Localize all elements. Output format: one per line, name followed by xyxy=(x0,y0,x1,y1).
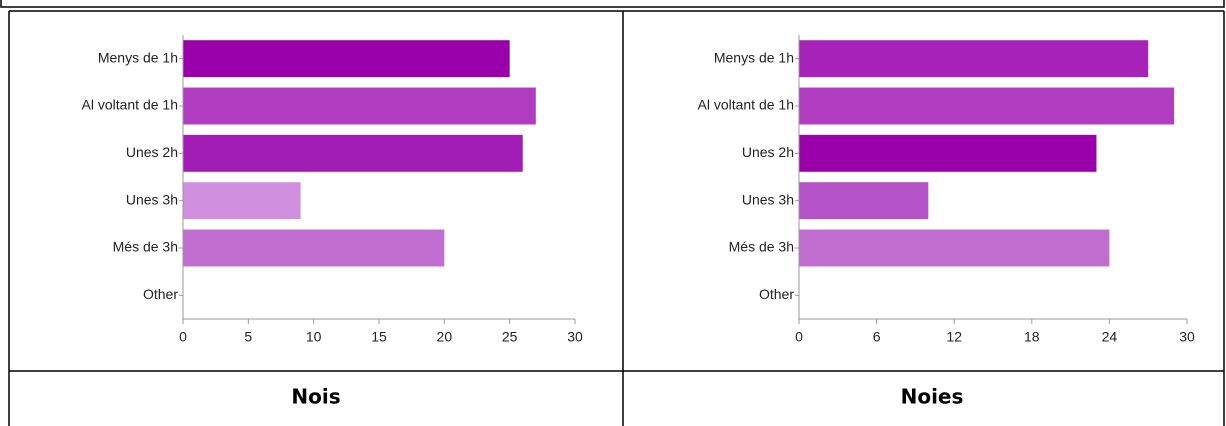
y-tick-label: Menys de 1h xyxy=(714,49,794,65)
y-tick-label: Unes 2h xyxy=(742,144,794,160)
y-tick-label: Més de 3h xyxy=(113,239,178,255)
top-frame xyxy=(0,0,1225,8)
bar xyxy=(183,134,523,172)
bar xyxy=(183,229,445,267)
bar xyxy=(799,229,1110,267)
y-tick-label: Menys de 1h xyxy=(98,49,178,65)
x-tick-label: 15 xyxy=(371,329,387,345)
x-tick-label: 5 xyxy=(244,329,252,345)
bar xyxy=(799,40,1149,78)
x-tick-label: 30 xyxy=(567,329,583,345)
y-tick-label: Unes 3h xyxy=(742,191,794,207)
x-tick-label: 24 xyxy=(1102,329,1118,345)
x-tick-label: 0 xyxy=(795,329,803,345)
x-tick-label: 20 xyxy=(437,329,453,345)
y-tick-label: Al voltant de 1h xyxy=(81,97,178,113)
x-tick-label: 6 xyxy=(873,329,881,345)
y-tick-label: Other xyxy=(143,286,178,302)
bar xyxy=(183,182,301,220)
y-tick-label: Al voltant de 1h xyxy=(697,97,794,113)
y-tick-label: Other xyxy=(759,286,794,302)
x-tick-label: 30 xyxy=(1179,329,1195,345)
x-tick-label: 25 xyxy=(502,329,518,345)
x-tick-label: 0 xyxy=(179,329,187,345)
bar xyxy=(799,87,1175,125)
x-tick-label: 18 xyxy=(1024,329,1040,345)
bar xyxy=(183,87,536,125)
x-tick-label: 10 xyxy=(306,329,322,345)
y-tick-label: Més de 3h xyxy=(729,239,794,255)
x-tick-label: 12 xyxy=(946,329,962,345)
caption: Nois xyxy=(291,385,340,409)
y-tick-label: Unes 3h xyxy=(126,191,178,207)
bar xyxy=(799,134,1097,172)
bar xyxy=(183,40,510,78)
bar xyxy=(799,182,929,220)
caption: Noies xyxy=(901,385,964,409)
y-tick-label: Unes 2h xyxy=(126,144,178,160)
